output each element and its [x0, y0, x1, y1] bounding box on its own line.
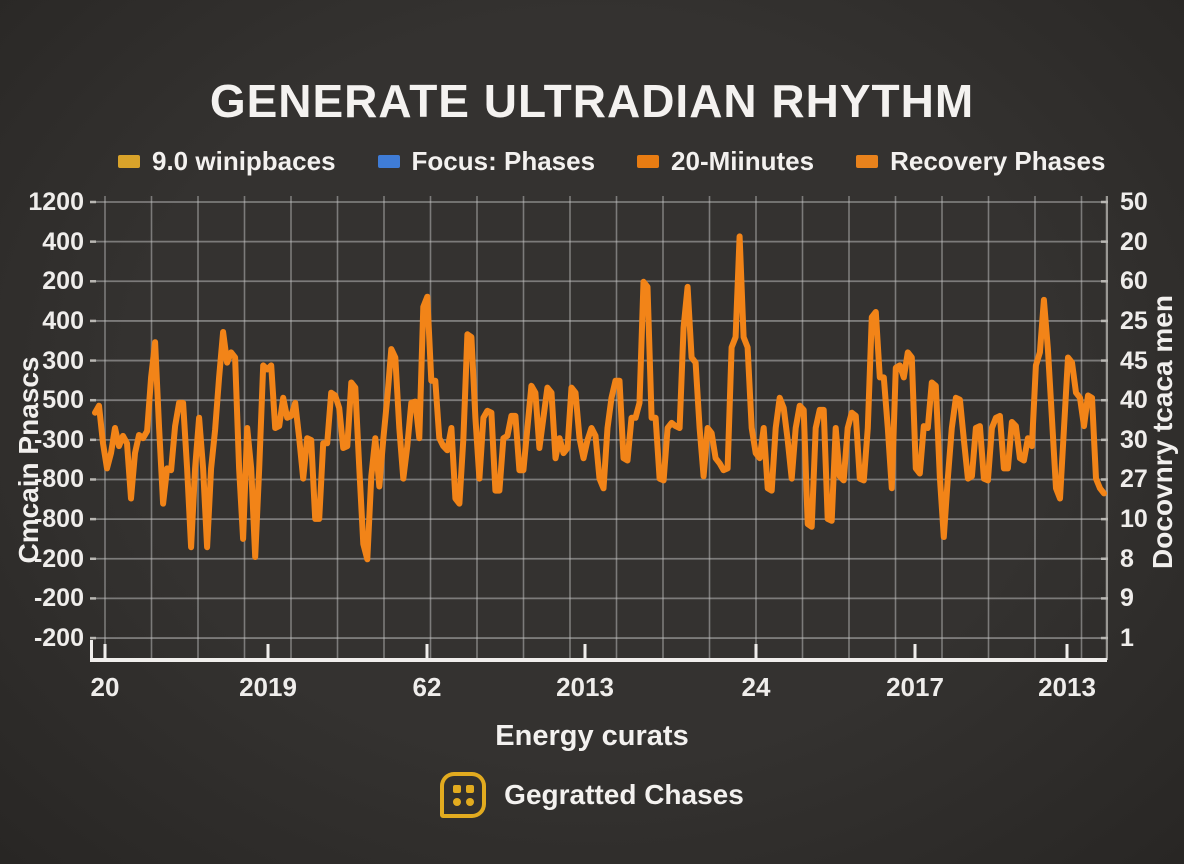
legend-swatch-icon [637, 155, 660, 168]
legend-label: 9.0 winipbaces [152, 146, 336, 176]
x-tick-label: 24 [741, 672, 771, 702]
legend-label: 20-Miinutes [671, 146, 815, 176]
grid-dots-icon [440, 772, 487, 818]
legend-swatch-icon [856, 155, 879, 168]
y-tick-right-label: 1 [1120, 624, 1134, 653]
energy-series-line [92, 233, 1107, 563]
x-axis-title: Energy curats [495, 720, 689, 752]
legend-item-2: 20-Miinutes [637, 146, 814, 177]
y-tick-right-label: 40 [1120, 386, 1148, 415]
y-axis-left-title: Cmcain Pnascs [13, 356, 44, 564]
x-tick-label: 2013 [556, 672, 614, 702]
y-tick-right-label: 60 [1120, 267, 1148, 296]
y-tick-right-label: 8 [1120, 544, 1134, 573]
y-tick-right-label: 25 [1120, 306, 1148, 335]
y-tick-left-label: -800 [33, 505, 84, 534]
chart-legend: 9.0 winipbaces Focus: Phases 20-Miinutes Re… [118, 146, 1105, 177]
y-tick-left-label: -800 [33, 465, 84, 494]
line-chart-svg [90, 196, 1108, 662]
y-tick-left-label: 1200 [28, 188, 84, 216]
x-tick-label: 2013 [1038, 672, 1096, 702]
legend-item-0: 9.0 winipbaces [118, 146, 336, 177]
grid-dots-icon-dots [452, 784, 474, 806]
y-tick-left-label: -200 [33, 584, 84, 613]
y-tick-left-label: 200 [42, 267, 84, 296]
y-tick-left-label: -300 [33, 425, 84, 454]
legend-label: Recovery Phases [890, 146, 1106, 176]
x-tick-label: 2017 [886, 672, 944, 702]
y-tick-right-label: 9 [1120, 584, 1134, 613]
legend-item-1: Focus: Phases [377, 146, 596, 177]
y-tick-left-label: 400 [42, 227, 84, 256]
y-tick-right-label: 10 [1120, 505, 1148, 534]
y-axis-right-title: Docovnry tcaca men [1147, 295, 1178, 569]
y-tick-left-label: 300 [42, 346, 84, 375]
legend-swatch-icon [377, 155, 400, 168]
x-tick-label: 62 [412, 672, 442, 702]
y-tick-left-label: 400 [42, 306, 84, 335]
footer-caption: Gegratted Chases [0, 772, 1184, 818]
legend-swatch-icon [118, 155, 140, 168]
legend-item-3: Recovery Phases [856, 146, 1105, 177]
y-tick-left-label: -200 [33, 624, 84, 653]
y-tick-right-label: 20 [1120, 227, 1148, 256]
y-tick-right-label: 27 [1120, 465, 1148, 494]
x-tick-label: 2019 [239, 672, 297, 702]
y-tick-left-label: -200 [33, 544, 84, 573]
footer-label: Gegratted Chases [504, 779, 744, 810]
y-tick-left-label: 500 [42, 386, 84, 415]
y-tick-right-label: 45 [1120, 346, 1148, 375]
chart-title: GENERATE ULTRADIAN RHYTHM [209, 75, 975, 127]
legend-label: Focus: Phases [411, 146, 596, 176]
y-tick-right-label: 30 [1120, 425, 1148, 454]
x-tick-label: 20 [90, 672, 120, 702]
y-tick-right-label: 50 [1120, 188, 1148, 216]
